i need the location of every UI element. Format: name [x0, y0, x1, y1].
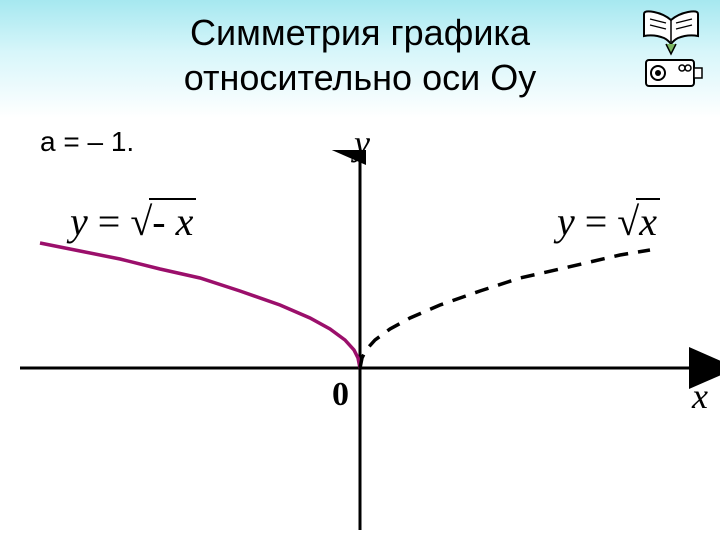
origin-label: 0	[332, 376, 349, 414]
open-book-icon	[644, 11, 698, 54]
formula-sqrt-x: y = √x	[557, 198, 660, 245]
formula-sqrt-neg-x: y = √- x	[70, 198, 196, 245]
x-axis-label: x	[692, 375, 708, 417]
chart-area: y x 0 y = √- x y = √x	[0, 150, 720, 540]
curve-sqrt-x	[360, 250, 650, 368]
curve-sqrt-neg-x	[40, 243, 360, 368]
projector-icon	[646, 60, 702, 86]
book-icons	[636, 8, 706, 97]
title-line-1: Симметрия графика	[0, 10, 720, 55]
title-line-2: относительно оси Оу	[0, 55, 720, 100]
y-axis-label: y	[354, 122, 370, 164]
slide-header: Симметрия графика относительно оси Оу	[0, 0, 720, 118]
